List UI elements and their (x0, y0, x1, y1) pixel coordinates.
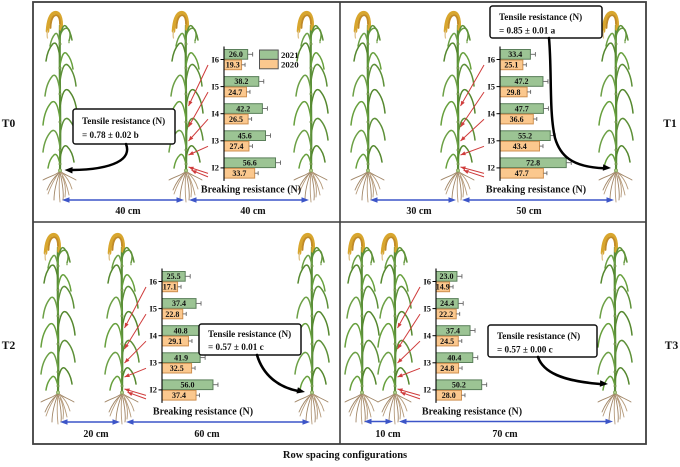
svg-text:37.4: 37.4 (172, 299, 186, 308)
svg-text:40 cm: 40 cm (115, 206, 141, 217)
svg-text:I6: I6 (487, 54, 495, 64)
svg-text:25.5: 25.5 (167, 272, 181, 281)
svg-text:30 cm: 30 cm (406, 206, 432, 217)
svg-text:28.0: 28.0 (442, 391, 456, 400)
svg-text:Tensile resistance (N): Tensile resistance (N) (497, 331, 580, 341)
svg-text:I5: I5 (487, 81, 495, 91)
svg-text:29.8: 29.8 (507, 88, 521, 97)
svg-text:T1: T1 (663, 118, 677, 130)
svg-text:Tensile resistance (N): Tensile resistance (N) (208, 329, 291, 339)
svg-text:45.6: 45.6 (238, 131, 252, 140)
svg-text:2021: 2021 (281, 50, 299, 60)
svg-text:55.2: 55.2 (518, 131, 532, 140)
svg-text:T3: T3 (665, 340, 679, 352)
svg-text:Tensile resistance (N): Tensile resistance (N) (499, 12, 582, 22)
svg-text:I3: I3 (149, 358, 157, 368)
svg-text:33.4: 33.4 (508, 50, 522, 59)
svg-text:14.9: 14.9 (436, 283, 450, 292)
svg-text:I5: I5 (423, 303, 431, 313)
svg-text:Tensile resistance (N): Tensile resistance (N) (82, 116, 165, 126)
svg-text:43.4: 43.4 (513, 142, 527, 151)
svg-text:2020: 2020 (281, 60, 299, 70)
svg-text:I3: I3 (487, 136, 495, 146)
svg-text:24.8: 24.8 (440, 364, 454, 373)
svg-text:26.0: 26.0 (229, 50, 243, 59)
svg-text:70 cm: 70 cm (492, 429, 518, 440)
svg-text:I2: I2 (487, 163, 495, 173)
svg-text:37.4: 37.4 (172, 391, 186, 400)
svg-text:19.3: 19.3 (226, 61, 240, 70)
svg-text:24.5: 24.5 (440, 337, 454, 346)
svg-text:36.6: 36.6 (510, 115, 524, 124)
svg-text:I6: I6 (423, 276, 431, 286)
svg-text:38.2: 38.2 (234, 77, 248, 86)
svg-text:= 0.57 ± 0.01 c: = 0.57 ± 0.01 c (208, 342, 264, 352)
svg-text:T0: T0 (2, 118, 16, 130)
svg-text:I6: I6 (149, 276, 157, 286)
svg-text:41.9: 41.9 (174, 353, 188, 362)
svg-text:Breaking resistance (N): Breaking resistance (N) (153, 406, 253, 417)
svg-text:47.7: 47.7 (515, 169, 529, 178)
svg-text:Row spacing configurations: Row spacing configurations (283, 450, 407, 461)
svg-text:I2: I2 (149, 385, 157, 395)
svg-text:I6: I6 (211, 54, 219, 64)
svg-text:= 0.57 ± 0.00 c: = 0.57 ± 0.00 c (497, 345, 553, 355)
svg-text:23.0: 23.0 (439, 272, 453, 281)
svg-text:29.1: 29.1 (168, 337, 182, 346)
svg-text:37.4: 37.4 (446, 326, 460, 335)
svg-text:56.0: 56.0 (180, 381, 194, 390)
svg-text:I4: I4 (211, 109, 219, 119)
svg-text:I2: I2 (423, 385, 431, 395)
svg-text:22.8: 22.8 (165, 310, 179, 319)
svg-text:33.7: 33.7 (232, 169, 246, 178)
svg-text:47.7: 47.7 (515, 104, 529, 113)
svg-text:40.4: 40.4 (447, 353, 461, 362)
svg-text:40 cm: 40 cm (240, 206, 266, 217)
svg-text:I3: I3 (423, 358, 431, 368)
svg-text:25.1: 25.1 (504, 61, 518, 70)
svg-text:40.8: 40.8 (174, 326, 188, 335)
svg-text:I4: I4 (149, 331, 157, 341)
svg-text:42.2: 42.2 (236, 104, 250, 113)
svg-text:T2: T2 (2, 340, 16, 352)
svg-text:72.8: 72.8 (526, 159, 540, 168)
svg-text:Breaking resistance (N): Breaking resistance (N) (422, 406, 522, 417)
svg-text:50.2: 50.2 (452, 381, 466, 390)
svg-text:50 cm: 50 cm (516, 206, 542, 217)
svg-text:10 cm: 10 cm (375, 429, 401, 440)
svg-text:I3: I3 (211, 136, 219, 146)
svg-text:26.5: 26.5 (229, 115, 243, 124)
svg-text:I5: I5 (211, 81, 219, 91)
svg-text:= 0.78 ± 0.02 b: = 0.78 ± 0.02 b (82, 130, 139, 140)
svg-text:27.4: 27.4 (229, 142, 243, 151)
svg-text:= 0.85 ± 0.01 a: = 0.85 ± 0.01 a (499, 26, 556, 36)
svg-text:24.7: 24.7 (228, 88, 242, 97)
svg-text:Breaking resistance (N): Breaking resistance (N) (486, 184, 586, 195)
svg-text:20 cm: 20 cm (83, 429, 109, 440)
svg-text:60 cm: 60 cm (194, 429, 220, 440)
svg-text:22.2: 22.2 (439, 310, 453, 319)
svg-text:I2: I2 (211, 163, 219, 173)
svg-text:I4: I4 (423, 331, 431, 341)
svg-text:56.6: 56.6 (243, 159, 257, 168)
svg-text:17.1: 17.1 (163, 283, 177, 292)
svg-text:24.4: 24.4 (440, 299, 454, 308)
svg-text:I5: I5 (149, 303, 157, 313)
svg-text:I4: I4 (487, 109, 495, 119)
svg-text:47.2: 47.2 (514, 77, 528, 86)
svg-text:32.5: 32.5 (170, 364, 184, 373)
svg-text:Breaking resistance (N): Breaking resistance (N) (201, 184, 301, 195)
